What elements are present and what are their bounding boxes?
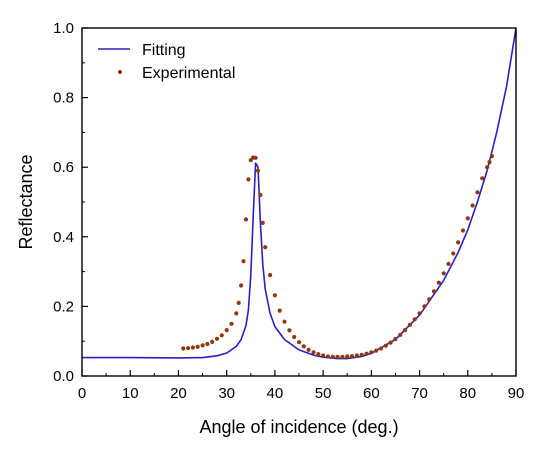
- experimental-point: [325, 354, 330, 359]
- experimental-point: [364, 351, 369, 356]
- experimental-point: [321, 353, 326, 358]
- experimental-point: [369, 350, 374, 355]
- experimental-point: [436, 280, 441, 285]
- legend: Fitting Experimental: [98, 42, 235, 82]
- experimental-point: [292, 334, 297, 340]
- experimental-point: [190, 345, 195, 350]
- experimental-point: [241, 259, 246, 264]
- experimental-point: [246, 177, 251, 182]
- experimental-point: [407, 322, 412, 327]
- experimental-point: [431, 289, 437, 294]
- experimental-point: [480, 176, 485, 181]
- experimental-point: [311, 350, 316, 355]
- experimental-point: [349, 354, 355, 359]
- x-tick-label: 30: [218, 385, 235, 402]
- experimental-point: [374, 348, 379, 353]
- experimental-point: [186, 346, 191, 351]
- experimental-point: [470, 203, 475, 208]
- experimental-point: [282, 319, 287, 324]
- experimental-point: [260, 220, 265, 225]
- experimental-point: [460, 228, 466, 233]
- experimental-point: [335, 354, 340, 359]
- experimental-point: [301, 344, 306, 349]
- experimental-point: [354, 353, 359, 358]
- experimental-point: [277, 308, 282, 313]
- experimental-point: [219, 333, 224, 338]
- experimental-point: [422, 304, 427, 309]
- x-tick-label: 0: [78, 385, 86, 402]
- x-tick-label: 50: [315, 385, 332, 402]
- experimental-point: [383, 343, 388, 348]
- x-tick-label: 80: [459, 385, 476, 402]
- experimental-point: [200, 343, 205, 348]
- experimental-point: [268, 273, 273, 278]
- experimental-point: [229, 321, 234, 326]
- x-tick-label: 70: [411, 385, 428, 402]
- experimental-point: [243, 217, 249, 222]
- x-tick-label: 10: [122, 385, 139, 402]
- experimental-point: [451, 251, 456, 256]
- experimental-point: [272, 293, 277, 298]
- experimental-point: [393, 337, 398, 342]
- experimental-point: [181, 346, 186, 351]
- y-tick-label: 0.0: [53, 368, 74, 385]
- y-tick-label: 0.6: [53, 159, 74, 176]
- experimental-point: [296, 340, 302, 345]
- experimental-point: [234, 311, 239, 316]
- legend-label-fitting: Fitting: [142, 42, 186, 59]
- experimental-point: [263, 245, 268, 250]
- experimental-point: [489, 154, 494, 159]
- experimental-point: [417, 311, 422, 316]
- experimental-point: [316, 352, 321, 357]
- experimental-point: [427, 297, 432, 302]
- experimental-point: [210, 339, 215, 344]
- experimental-point: [345, 354, 350, 359]
- experimental-point: [441, 271, 446, 276]
- experimental-point: [378, 346, 384, 351]
- experimental-point: [403, 328, 408, 333]
- experimental-point: [330, 354, 335, 359]
- experimental-point: [258, 192, 263, 198]
- legend-label-experimental: Experimental: [142, 65, 235, 82]
- legend-swatch-experimental: [117, 69, 123, 75]
- experimental-point: [224, 328, 229, 333]
- x-tick-label: 60: [363, 385, 380, 402]
- x-tick-label: 20: [170, 385, 187, 402]
- experimental-point: [485, 165, 490, 170]
- experimental-point: [359, 352, 364, 357]
- axis-ticks: 0 10 20 30 40 50 60 70 80 90 0.0 0.2 0.4 0.6 0.8 1.0: [53, 20, 524, 402]
- experimental-point: [236, 300, 241, 305]
- experimental-point: [446, 261, 451, 266]
- y-axis-title: Reflectance: [16, 154, 36, 249]
- experimental-point: [195, 344, 200, 349]
- experimental-point: [340, 354, 345, 359]
- experimental-point: [388, 340, 393, 345]
- experimental-point: [287, 328, 292, 333]
- experimental-point: [239, 283, 244, 288]
- experimental-point: [398, 332, 403, 337]
- experimental-point: [253, 155, 258, 160]
- data-layer: [82, 27, 517, 360]
- experimental-point: [456, 240, 461, 245]
- experimental-point: [475, 190, 480, 195]
- fitting-line: [82, 27, 517, 360]
- experimental-point: [487, 159, 492, 165]
- experimental-point: [248, 158, 253, 163]
- x-tick-label: 90: [508, 385, 525, 402]
- experimental-point: [412, 317, 417, 322]
- y-tick-label: 0.4: [53, 229, 74, 246]
- y-tick-label: 1.0: [53, 20, 74, 37]
- y-tick-label: 0.2: [53, 298, 74, 315]
- experimental-point: [306, 347, 311, 352]
- y-tick-label: 0.8: [53, 90, 74, 107]
- x-tick-label: 40: [267, 385, 284, 402]
- x-axis-title: Angle of incidence (deg.): [199, 417, 398, 437]
- experimental-point: [465, 216, 470, 221]
- experimental-point: [205, 341, 210, 347]
- experimental-point: [214, 336, 220, 341]
- experimental-point: [255, 168, 261, 173]
